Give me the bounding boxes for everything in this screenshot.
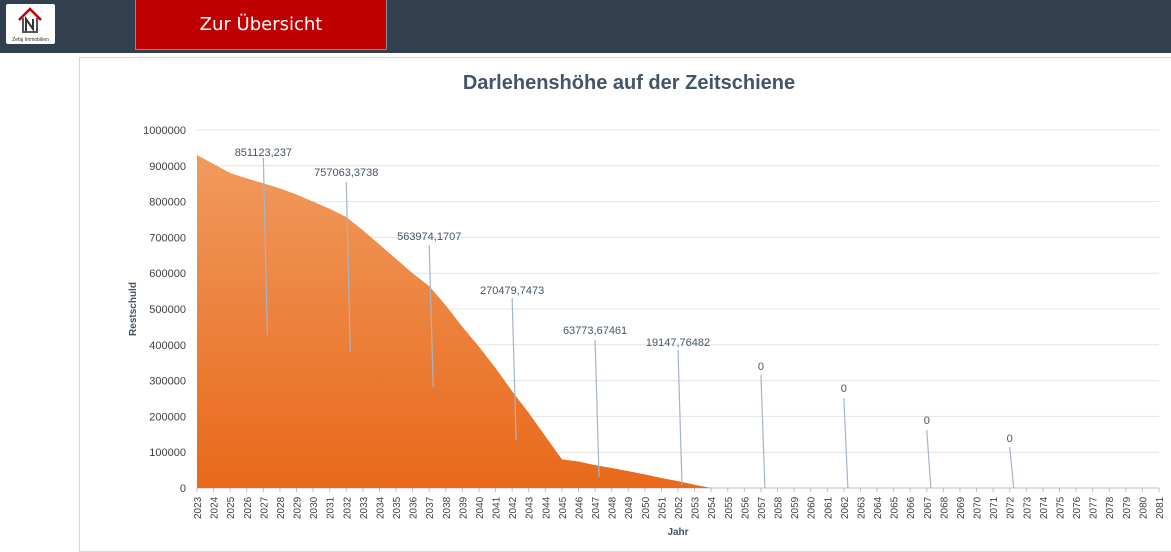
x-tick-label: 2033: [359, 496, 370, 519]
x-tick-label: 2074: [1039, 496, 1050, 519]
leader-line: [844, 398, 848, 488]
leader-line: [761, 375, 765, 488]
x-tick-label: 2078: [1105, 496, 1116, 519]
y-axis-ticks: 0 100000 200000 300000 400000 500000 600000 700…: [143, 125, 186, 495]
x-tick-label: 2064: [873, 496, 884, 519]
x-tick-label: 2081: [1155, 496, 1166, 519]
x-tick-label: 2031: [326, 496, 337, 519]
x-tick-label: 2065: [890, 496, 901, 519]
data-label: 0: [758, 361, 764, 373]
y-tick-label: 100000: [149, 447, 186, 459]
x-tick-label: 2035: [392, 496, 403, 519]
x-tick-label: 2039: [458, 496, 469, 519]
x-tick-label: 2071: [989, 496, 1000, 519]
x-tick-label: 2046: [574, 496, 585, 519]
x-tick-label: 2062: [840, 496, 851, 519]
x-tick-label: 2037: [425, 496, 436, 519]
x-tick-label: 2032: [342, 496, 353, 519]
x-tick-label: 2068: [939, 496, 950, 519]
leader-line: [1010, 447, 1014, 488]
x-tick-label: 2077: [1089, 496, 1100, 519]
x-tick-label: 2054: [707, 496, 718, 519]
y-tick-label: 900000: [149, 161, 186, 173]
data-label: 0: [1007, 433, 1013, 445]
x-tick-label: 2028: [276, 496, 287, 519]
area-series-layer: [197, 155, 1159, 488]
x-tick-label: 2045: [558, 496, 569, 519]
y-tick-label: 600000: [149, 268, 186, 280]
x-tick-label: 2024: [210, 496, 221, 519]
x-tick-label: 2025: [226, 496, 237, 519]
x-tick-label: 2044: [541, 496, 552, 519]
data-label: 19147,76482: [646, 337, 710, 349]
x-axis-ticks: 2023 2024 2025 2026 2027 2028 2029 2030 2031 2032…: [193, 488, 1166, 519]
x-tick-label: 2066: [906, 496, 917, 519]
x-tick-label: 2061: [823, 496, 834, 519]
x-tick-label: 2069: [956, 496, 967, 519]
x-tick-label: 2029: [293, 496, 304, 519]
x-tick-label: 2060: [807, 496, 818, 519]
x-tick-label: 2058: [774, 496, 785, 519]
x-tick-label: 2038: [442, 496, 453, 519]
leader-line: [678, 350, 682, 485]
x-tick-label: 2057: [757, 496, 768, 519]
data-label: 63773,67461: [563, 325, 627, 337]
x-tick-label: 2055: [724, 496, 735, 519]
x-tick-label: 2034: [375, 496, 386, 519]
y-tick-label: 800000: [149, 197, 186, 209]
data-label: 851123,237: [235, 147, 292, 159]
x-tick-label: 2053: [691, 496, 702, 519]
x-tick-label: 2042: [508, 496, 519, 519]
x-tick-label: 2070: [973, 496, 984, 519]
x-tick-label: 2059: [790, 496, 801, 519]
x-tick-label: 2036: [409, 496, 420, 519]
y-tick-label: 200000: [149, 411, 186, 423]
x-axis-label: Jahr: [667, 527, 688, 538]
data-label: 0: [841, 383, 847, 395]
x-tick-label: 2080: [1138, 496, 1149, 519]
x-tick-label: 2076: [1072, 496, 1083, 519]
data-label: 757063,3738: [314, 167, 378, 179]
data-label: 270479,7473: [480, 285, 544, 297]
x-tick-label: 2041: [492, 496, 503, 519]
data-label: 0: [924, 415, 930, 427]
x-tick-label: 2079: [1122, 496, 1133, 519]
x-tick-label: 2052: [674, 496, 685, 519]
y-tick-label: 500000: [149, 304, 186, 316]
x-tick-label: 2075: [1055, 496, 1066, 519]
x-tick-label: 2067: [923, 496, 934, 519]
y-axis-label: Restschuld: [128, 282, 139, 336]
leader-line: [927, 430, 931, 488]
y-tick-label: 300000: [149, 376, 186, 388]
x-tick-label: 2047: [591, 496, 602, 519]
y-tick-label: 400000: [149, 340, 186, 352]
x-tick-label: 2056: [740, 496, 751, 519]
y-tick-label: 1000000: [143, 125, 186, 137]
x-tick-label: 2073: [1022, 496, 1033, 519]
data-label: 563974,1707: [397, 231, 461, 243]
leader-line: [595, 340, 599, 477]
y-tick-label: 700000: [149, 232, 186, 244]
y-tick-label: 0: [180, 483, 186, 495]
x-tick-label: 2043: [525, 496, 536, 519]
x-tick-label: 2063: [856, 496, 867, 519]
x-tick-label: 2040: [475, 496, 486, 519]
x-tick-label: 2048: [608, 496, 619, 519]
x-tick-label: 2072: [1006, 496, 1017, 519]
x-tick-label: 2027: [259, 496, 270, 519]
x-tick-label: 2049: [624, 496, 635, 519]
x-tick-label: 2023: [193, 496, 204, 519]
x-tick-label: 2026: [243, 496, 254, 519]
x-tick-label: 2050: [641, 496, 652, 519]
x-tick-label: 2030: [309, 496, 320, 519]
x-tick-label: 2051: [657, 496, 668, 519]
area-series: [197, 155, 1159, 488]
